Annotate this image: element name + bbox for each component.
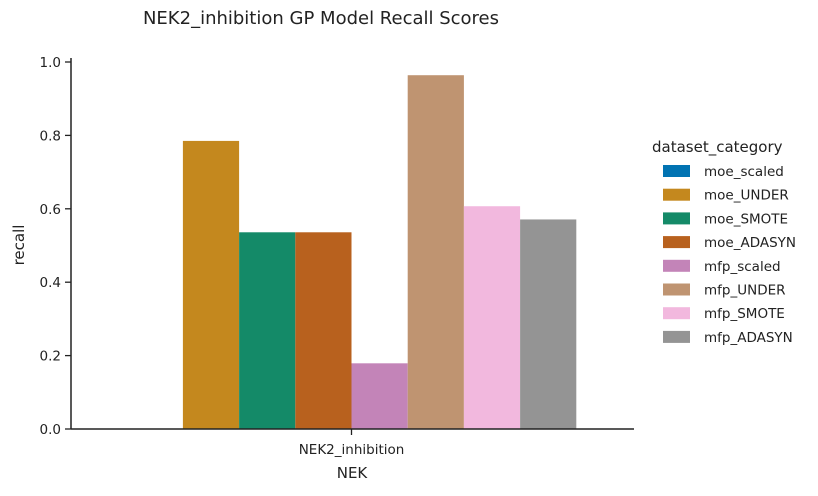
x-axis-label: NEK: [337, 464, 369, 482]
y-tick-label: 1.0: [40, 55, 61, 71]
bar-mfp_ADASYN: [520, 219, 577, 429]
y-axis-label: recall: [10, 225, 28, 266]
legend-label: mfp_UNDER: [704, 283, 786, 299]
legend-swatch: [663, 165, 690, 177]
y-tick-label: 0.2: [40, 349, 61, 365]
legend-swatch: [663, 212, 690, 225]
legend-swatch: [663, 236, 690, 249]
bar-mfp_UNDER: [407, 75, 464, 429]
legend-label: mfp_scaled: [704, 259, 781, 275]
y-tick-label: 0.6: [40, 202, 61, 218]
legend-swatch: [663, 330, 690, 343]
y-axis-ticks: 0.0 0.2 0.4 0.6 0.8 1.0: [40, 55, 71, 438]
y-tick-label: 0.0: [40, 422, 61, 438]
legend-swatch: [663, 283, 690, 296]
legend-item-mfp_scaled: mfp_scaled: [663, 259, 781, 275]
chart-title: NEK2_inhibition GP Model Recall Scores: [143, 8, 499, 29]
bar-moe_UNDER: [182, 140, 240, 429]
legend-item-moe_SMOTE: moe_SMOTE: [663, 211, 788, 227]
legend-swatch: [663, 307, 690, 320]
legend-item-mfp_UNDER: mfp_UNDER: [663, 283, 786, 299]
legend-swatch: [663, 188, 690, 201]
y-tick-label: 0.8: [40, 128, 61, 144]
legend-swatch: [663, 259, 690, 272]
legend-item-moe_ADASYN: moe_ADASYN: [663, 235, 796, 251]
legend-label: moe_ADASYN: [704, 235, 796, 251]
legend-label: mfp_SMOTE: [704, 306, 785, 322]
x-axis-ticks: NEK2_inhibition: [299, 429, 405, 458]
legend-item-mfp_ADASYN: mfp_ADASYN: [663, 330, 793, 346]
legend-label: moe_UNDER: [704, 188, 789, 204]
x-tick-label: NEK2_inhibition: [299, 442, 405, 458]
legend: dataset_category moe_scaledmoe_UNDERmoe_…: [652, 138, 796, 346]
bar-mfp_SMOTE: [463, 206, 521, 429]
y-tick-label: 0.4: [40, 275, 61, 291]
legend-item-mfp_SMOTE: mfp_SMOTE: [663, 306, 785, 322]
legend-items: moe_scaled moe_UNDER moe_SMOTE moe_ADASYNmf…: [663, 164, 796, 346]
legend-title: dataset_category: [652, 138, 783, 157]
bar-moe_SMOTE: [239, 232, 296, 429]
legend-item-moe_scaled: moe_scaled: [663, 164, 784, 180]
legend-label: moe_scaled: [704, 164, 784, 180]
bars-group: [182, 75, 577, 429]
legend-item-moe_UNDER: moe_UNDER: [663, 188, 789, 204]
legend-label: moe_SMOTE: [704, 211, 788, 227]
bar-mfp_scaled: [351, 363, 408, 429]
legend-label: mfp_ADASYN: [704, 330, 793, 346]
bar-moe_ADASYN: [295, 232, 352, 429]
